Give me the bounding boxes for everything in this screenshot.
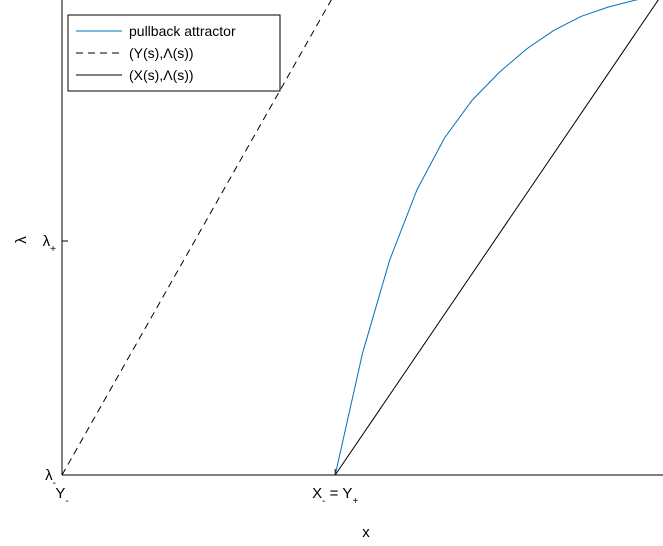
x-tick-label-1: X- = Y+ — [312, 485, 358, 507]
legend: pullback attractor (Y(s),Λ(s)) (X(s),Λ(s)) — [67, 14, 281, 92]
series-line-2 — [334, 0, 659, 476]
y-axis-label: λ — [13, 236, 30, 244]
y-tick-label-1: λ+ — [43, 233, 57, 255]
legend-label-2: (X(s),Λ(s)) — [129, 67, 194, 83]
legend-label-1: (Y(s),Λ(s)) — [129, 45, 194, 61]
axes — [61, 0, 663, 476]
legend-label-0: pullback attractor — [129, 23, 236, 39]
ticks: Y- X- = Y+ λ-λ+ — [43, 233, 359, 507]
series-line-1 — [61, 0, 332, 476]
x-tick-label-0: Y- — [55, 485, 68, 507]
series-group — [61, 0, 659, 476]
y-tick-label-0: λ- — [45, 467, 56, 489]
series-line-0 — [334, 0, 639, 476]
x-axis-label: x — [362, 524, 370, 541]
